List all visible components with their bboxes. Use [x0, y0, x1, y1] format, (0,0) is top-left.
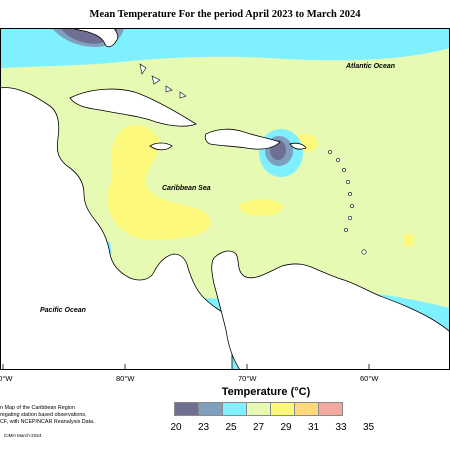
land-hispaniola	[204, 128, 281, 150]
tick-label-60w: 60°W	[360, 374, 379, 383]
tick-label-80w: 80°W	[116, 374, 135, 383]
legend-tick-23: 23	[197, 422, 210, 433]
land-jamaica	[149, 142, 173, 151]
legend-swatch-29-31	[270, 402, 295, 416]
credit-text: CIMH March-2024	[4, 433, 42, 438]
legend-swatch-31-33	[294, 402, 319, 416]
legend-colorbar	[174, 402, 343, 416]
legend-tick-31: 31	[307, 422, 320, 433]
caption-line-3: CF, with NCEP/NCAR Reanalysis Data.	[0, 419, 95, 425]
legend-swatch-20-23	[174, 402, 199, 416]
legend-title: Temperature (°C)	[221, 386, 311, 398]
land-cuba	[69, 88, 197, 127]
legend-swatch-27-29	[246, 402, 271, 416]
legend-tick-25: 25	[225, 422, 237, 433]
land-south-america	[211, 250, 450, 370]
legend-swatch-33-35	[318, 402, 343, 416]
sea-band-29-31	[107, 124, 211, 240]
legend-tick-27: 27	[252, 422, 265, 433]
caption-line-1: n Map of the Caribbean Region	[0, 405, 75, 411]
legend-swatch-23-25	[198, 402, 223, 416]
land-bahamas	[139, 63, 187, 99]
caption-line-2: regating station based observations,	[0, 412, 87, 418]
legend-swatch-25-27	[222, 402, 247, 416]
land-puerto-rico	[289, 142, 307, 150]
land-florida	[71, 28, 119, 48]
tick-label-90w: 90°W	[0, 374, 13, 383]
map-caption: n Map of the Caribbean Region regating s…	[0, 405, 112, 426]
legend-tick-33: 33	[335, 422, 347, 433]
temperature-map: Atlantic Ocean Caribbean Sea Pacific Oce…	[0, 28, 450, 370]
land-central-america	[0, 87, 233, 370]
map-title: Mean Temperature For the period April 20…	[89, 9, 361, 20]
legend-tick-20: 20	[170, 422, 182, 433]
label-caribbean-sea: Caribbean Sea	[162, 185, 211, 192]
label-atlantic-ocean: Atlantic Ocean	[345, 63, 395, 70]
land-lesser-antilles	[328, 150, 367, 255]
sea-band-29-31-atlantic	[404, 234, 414, 246]
legend-tick-35: 35	[362, 422, 375, 433]
sea-band-29-31-east	[239, 199, 284, 216]
legend-tick-29: 29	[280, 422, 292, 433]
label-pacific-ocean: Pacific Ocean	[40, 307, 86, 314]
legend-ticks: 20 23 25 27 29 31 33 35	[160, 422, 390, 436]
longitude-ticks	[2, 364, 370, 370]
tick-label-70w: 70°W	[238, 374, 257, 383]
